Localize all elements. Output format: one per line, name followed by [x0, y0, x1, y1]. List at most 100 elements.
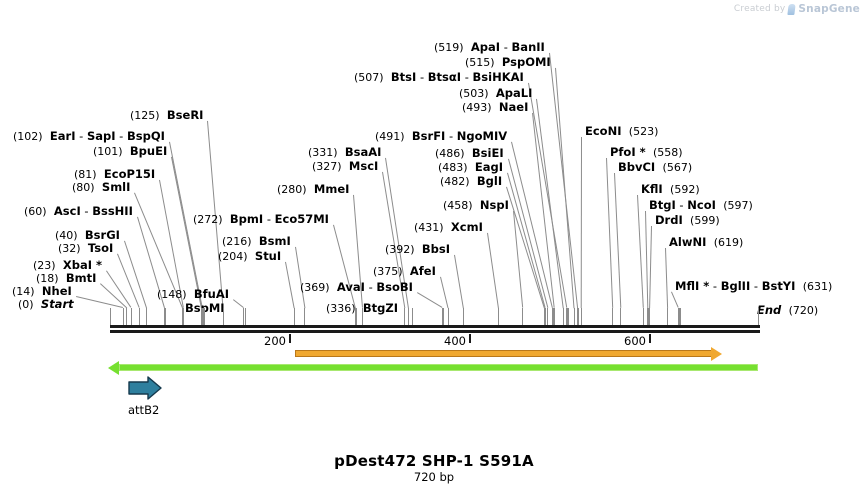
restriction-site-label[interactable]: (216) BsmI: [222, 235, 291, 249]
restriction-site-tick: [573, 308, 575, 325]
restriction-site-tick: [122, 308, 124, 325]
site-position: (216): [222, 235, 252, 248]
restriction-site-label[interactable]: MflI * - BglII - BstYI (631): [675, 280, 833, 294]
restriction-site-label[interactable]: (102) EarI - SapI - BspQI: [13, 130, 165, 144]
restriction-site-label[interactable]: EcoNI (523): [585, 125, 658, 139]
restriction-site-label[interactable]: PfoI * (558): [610, 146, 683, 160]
enzyme-name: SmlI: [101, 180, 131, 194]
restriction-site-label[interactable]: (503) ApaLI: [459, 87, 532, 101]
restriction-site-label[interactable]: (32) TsoI: [58, 242, 113, 256]
name-separator: -: [80, 204, 93, 218]
restriction-site-label[interactable]: (431) XcmI: [414, 221, 483, 235]
restriction-site-label[interactable]: (60) AscI - BssHII: [24, 204, 133, 219]
restriction-site-label[interactable]: (81) EcoP15I: [74, 168, 155, 182]
restriction-site-tick: [648, 308, 650, 325]
restriction-site-label[interactable]: (336) BtgZI: [326, 301, 399, 316]
restriction-site-label[interactable]: (483) EagI: [438, 161, 503, 175]
restriction-site-tick: [182, 308, 184, 325]
restriction-site-label[interactable]: (18) BmtI: [36, 272, 96, 286]
enzyme-name: BtsαI: [427, 70, 462, 84]
label-leader-line: [487, 232, 499, 308]
restriction-site-label[interactable]: (23) XbaI *: [33, 259, 102, 273]
restriction-site-label[interactable]: (392) BbsI: [385, 243, 450, 257]
restriction-site-label[interactable]: (486) BsiEI: [435, 147, 504, 161]
name-separator: -: [416, 70, 428, 84]
restriction-site-tick: [138, 308, 140, 325]
site-position: (519): [434, 41, 464, 54]
enzyme-name: AscI: [53, 204, 81, 218]
enzyme-name: DrdI: [655, 213, 683, 227]
attb2-feature-arrow[interactable]: [128, 376, 162, 400]
restriction-site-label[interactable]: (148) BfuAI: [157, 287, 230, 302]
restriction-site-label[interactable]: (280) MmeI: [277, 183, 349, 197]
enzyme-name: BglI: [476, 174, 503, 188]
restriction-site-label[interactable]: BbvCI (567): [618, 161, 692, 175]
sequence-axis-top-line: [110, 325, 760, 328]
restriction-site-tick: [677, 308, 679, 325]
restriction-site-tick: [649, 308, 651, 325]
restriction-site-label[interactable]: (204) StuI: [218, 249, 282, 264]
restriction-site-label[interactable]: DrdI (599): [655, 213, 720, 228]
restriction-site-label[interactable]: BspMI: [185, 302, 225, 315]
restriction-site-label[interactable]: (331) BsaAI: [308, 146, 381, 160]
enzyme-name: NspI: [479, 198, 509, 212]
restriction-site-tick: [354, 308, 356, 325]
site-position: (482): [440, 175, 470, 188]
restriction-site-tick: [146, 308, 147, 325]
enzyme-name: Eco57MI: [274, 212, 329, 226]
restriction-site-label[interactable]: (327) MscI: [312, 160, 378, 174]
site-position: (483): [438, 161, 468, 174]
restriction-site-tick: [293, 308, 295, 325]
restriction-site-label[interactable]: (125) BseRI: [130, 109, 203, 123]
enzyme-name: BsoBI: [376, 280, 413, 294]
orf-feature-track[interactable]: [295, 350, 713, 357]
restriction-site-label[interactable]: KflI (592): [641, 183, 700, 197]
ruler-tick: [289, 334, 291, 343]
restriction-site-tick: [407, 308, 409, 325]
restriction-site-label[interactable]: (493) NaeI: [462, 101, 528, 115]
restriction-site-label[interactable]: (507) BtsI - BtsαI - BsiHKAI: [354, 70, 524, 85]
label-leader-line: [614, 172, 622, 308]
site-position: (331): [308, 146, 338, 159]
restriction-site-tick: [362, 308, 363, 325]
restriction-site-label[interactable]: (515) PspOMI: [465, 56, 551, 70]
ruler-tick-label: 400: [444, 334, 466, 348]
restriction-site-label[interactable]: (80) SmlI: [72, 180, 131, 195]
restriction-site-label[interactable]: (14) NheI: [12, 285, 72, 299]
sequence-axis-bottom-line: [110, 330, 760, 333]
enzyme-name: BtgZI: [362, 301, 399, 315]
restriction-site-label[interactable]: (375) AfeI: [373, 265, 436, 279]
name-separator: -: [364, 280, 377, 294]
enzyme-name: StuI: [254, 249, 282, 263]
restriction-site-label[interactable]: (482) BglI: [440, 174, 503, 189]
restriction-site-label[interactable]: End (720): [757, 304, 818, 318]
site-position: (102): [13, 130, 43, 143]
restriction-site-label[interactable]: (491) BsrFI - NgoMIV: [375, 129, 508, 144]
enzyme-name: BspMI: [185, 301, 225, 315]
enzyme-name: BpmI: [229, 212, 264, 226]
restriction-site-label[interactable]: AlwNI (619): [669, 236, 743, 250]
site-position: (392): [385, 243, 415, 256]
restriction-site-label[interactable]: BtgI - NcoI (597): [649, 199, 753, 213]
restriction-site-label[interactable]: (458) NspI: [443, 198, 509, 213]
restriction-site-tick: [547, 308, 549, 325]
site-position: (375): [373, 265, 403, 278]
restriction-site-label[interactable]: (519) ApaI - BanII: [434, 41, 545, 55]
label-leader-line: [671, 291, 679, 308]
site-position: (631): [802, 280, 833, 293]
enzyme-name: NgoMIV: [456, 129, 508, 143]
restriction-site-label[interactable]: (369) AvaI - BsoBI: [300, 280, 413, 295]
restriction-site-tick: [679, 308, 681, 325]
enzyme-name: BfuAI: [193, 287, 230, 301]
restriction-site-tick: [222, 308, 224, 325]
restriction-site-label[interactable]: (272) BpmI - Eco57MI: [193, 212, 329, 227]
label-leader-line: [645, 210, 649, 308]
restriction-site-label[interactable]: (0) Start: [18, 298, 74, 312]
restriction-site-tick: [551, 308, 553, 325]
site-position: (23): [33, 259, 56, 272]
sequence-feature-track[interactable]: [119, 364, 758, 371]
restriction-site-label[interactable]: (101) BpuEI: [93, 145, 167, 159]
snapgene-watermark: Created by SnapGene: [734, 3, 860, 15]
restriction-site-tick: [620, 308, 622, 325]
restriction-site-label[interactable]: (40) BsrGI: [55, 229, 120, 243]
